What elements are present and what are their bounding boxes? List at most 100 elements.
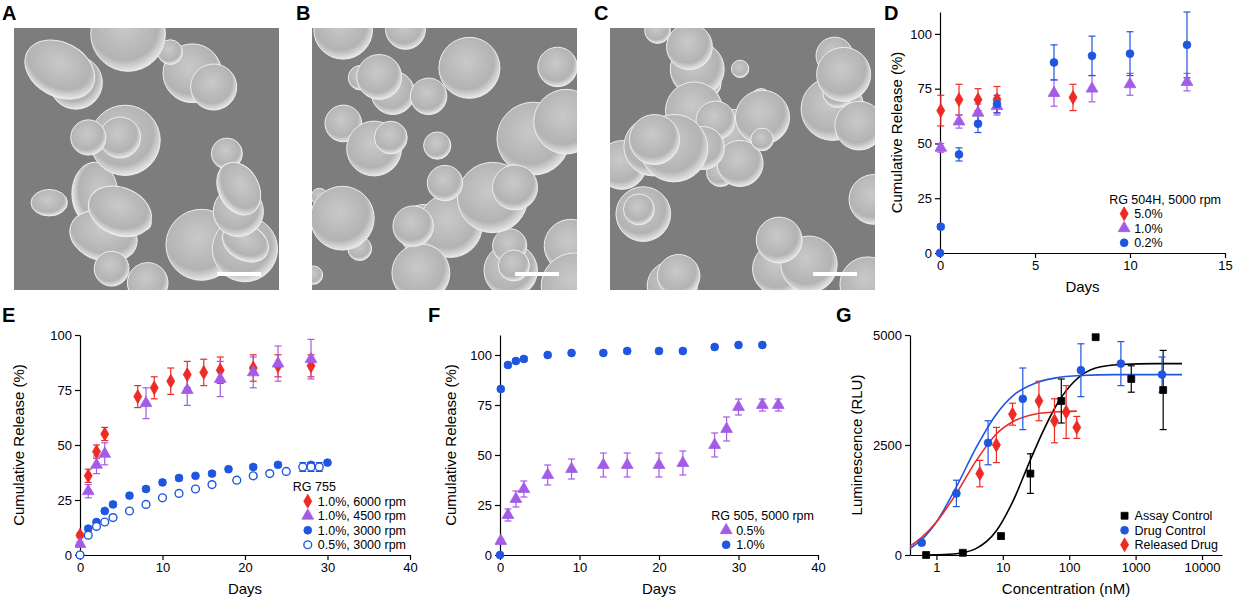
y-tick-mark [935, 198, 940, 199]
error-bar-cap [568, 478, 575, 479]
point [167, 374, 175, 388]
point [936, 249, 944, 257]
y-tick: 100 [910, 27, 940, 42]
y-axis-title: Cumulative Release (%) [888, 52, 905, 214]
point [735, 341, 743, 349]
error-bar-cap [1128, 392, 1135, 393]
error-bar-cap [956, 84, 963, 85]
error-bar-cap [143, 418, 150, 419]
particle [756, 217, 802, 263]
legend-label: 1.0%, 6000 rpm [318, 495, 406, 509]
chart-panel: 0102030400255075100DaysCumulative Releas… [442, 336, 826, 598]
error-bar [956, 148, 963, 161]
point [1128, 376, 1135, 383]
point [1183, 41, 1191, 49]
particle [424, 132, 451, 159]
point [1069, 91, 1077, 105]
error-bar-cap [1184, 90, 1191, 91]
error-bar [151, 377, 158, 399]
x-tick-label: 5 [1032, 258, 1039, 273]
legend-label: Released Drug [1135, 538, 1218, 552]
fit-curve [910, 411, 1077, 546]
point [1051, 414, 1059, 428]
point [109, 514, 117, 522]
x-tick-label: 10 [573, 560, 587, 575]
legend: RG 504H, 5000 rpm5.0%1.0%0.2% [1109, 193, 1221, 251]
error-bar-cap [1159, 356, 1166, 357]
point [1058, 398, 1065, 405]
x-axis-line [911, 555, 1223, 556]
legend-marker [1121, 512, 1128, 519]
error-bar-cap [1160, 350, 1167, 351]
x-tick-label: 10 [156, 560, 170, 575]
micrograph [14, 0, 279, 303]
particles [312, 28, 577, 290]
error-bar-cap [937, 95, 944, 96]
y-axis-line [940, 13, 941, 254]
error-bar-cap [1089, 35, 1096, 36]
error-bar-cap [1089, 75, 1096, 76]
legend-marker [304, 541, 312, 549]
error-bar [1051, 45, 1058, 80]
point [756, 398, 768, 408]
y-tick-mark [935, 89, 940, 90]
x-tick-label: 30 [732, 560, 746, 575]
legend-entry: 1.0% [722, 538, 764, 552]
error-bar [299, 463, 306, 472]
error-bar-cap [953, 480, 960, 481]
point [200, 365, 208, 379]
error-bar-cap [1063, 438, 1070, 439]
y-tick-label: 2500 [873, 438, 902, 453]
y-tick: 75 [918, 81, 940, 96]
point [305, 352, 317, 362]
point [192, 472, 200, 480]
particle [534, 89, 577, 154]
panel-letter: C [594, 2, 608, 24]
legend-marker [720, 523, 732, 533]
error-bar-cap [679, 474, 686, 475]
y-tick: 5000 [873, 328, 910, 343]
error-bar-cap [993, 427, 1000, 428]
particle [357, 55, 402, 100]
error-bar-cap [184, 361, 191, 362]
y-axis-line [80, 336, 81, 556]
panel-letter: G [836, 304, 852, 326]
y-tick: 100 [470, 348, 500, 363]
error-bar-cap [568, 458, 575, 459]
y-tick: 0 [895, 548, 910, 563]
error-bar-cap [275, 345, 282, 346]
error-bar [93, 445, 100, 458]
legend-label: 1.0% [1134, 222, 1163, 236]
particle [498, 250, 529, 281]
point [175, 489, 183, 497]
error-bar [316, 463, 323, 472]
particle [80, 177, 159, 246]
error-bar-cap [735, 414, 742, 415]
y-tick-label: 50 [478, 448, 492, 463]
point [76, 551, 84, 559]
x-tick-label: 20 [652, 560, 666, 575]
point [923, 552, 930, 559]
error-bar-cap [151, 376, 158, 377]
legend-label: Assay Control [1135, 509, 1213, 523]
x-tick-label: 10 [1123, 258, 1137, 273]
point [512, 357, 520, 365]
panel-letter: E [2, 304, 15, 326]
particle [31, 189, 67, 215]
point [495, 534, 507, 544]
point [955, 93, 963, 107]
point [677, 456, 689, 466]
chart-panel: 110100100010000025005000Concentration (n… [848, 328, 1223, 597]
plot-area [495, 341, 784, 559]
y-tick-label: 0 [895, 548, 902, 563]
x-tick-label: 40 [403, 560, 417, 575]
point [142, 500, 150, 508]
point [247, 366, 259, 376]
error-bar-cap [679, 450, 686, 451]
point [1117, 360, 1125, 368]
legend-marker [1121, 538, 1129, 552]
point [566, 462, 578, 472]
y-tick: 50 [58, 438, 80, 453]
x-axis-title: Concentration (nM) [1002, 580, 1130, 597]
point [711, 343, 719, 351]
